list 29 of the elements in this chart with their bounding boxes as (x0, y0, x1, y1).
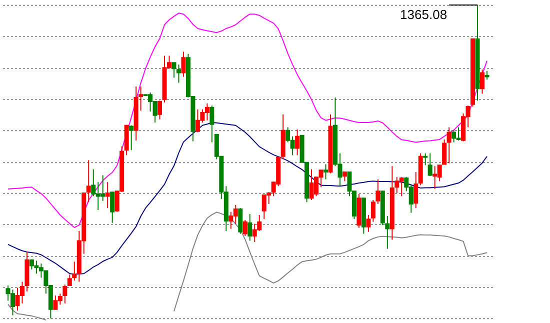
candlestick (138, 86, 144, 112)
candlestick (376, 178, 380, 205)
candlestick (86, 160, 91, 203)
candlestick (242, 220, 248, 236)
candlestick (172, 62, 176, 78)
candlestick (385, 215, 390, 250)
candlestick (158, 100, 162, 120)
candlestick (62, 284, 68, 304)
candlestick (414, 172, 418, 209)
candlestick (248, 214, 252, 242)
candlestick (110, 192, 115, 224)
candlestick (295, 128, 300, 156)
candlestick (210, 105, 214, 143)
candlestick (480, 69, 485, 94)
candlestick (238, 208, 243, 234)
annotation: 1365.08 (400, 7, 448, 22)
candlestick (370, 199, 376, 222)
candlestick (342, 172, 347, 182)
candlestick (181, 51, 186, 78)
candlestick (176, 64, 181, 84)
candlestick (72, 261, 77, 282)
candlestick (428, 152, 432, 177)
candlestick (10, 289, 15, 316)
candlestick (129, 124, 134, 151)
candlestick (366, 214, 371, 232)
candlestick (105, 182, 110, 209)
candlestick (324, 164, 328, 180)
candlestick (423, 152, 428, 166)
candlestick (67, 274, 72, 286)
